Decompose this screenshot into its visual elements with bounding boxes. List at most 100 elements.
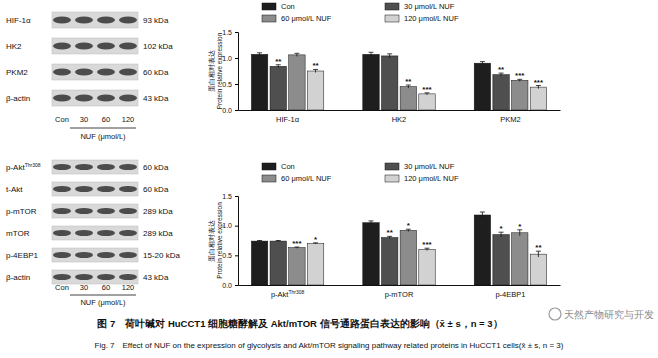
figure: HIF-1α93 kDaHK2102 kDaPKM260 kDaβ-actin4… [0, 0, 658, 358]
error-bar [257, 241, 262, 242]
error-bar-cap [369, 220, 374, 221]
protein-label: β-actin [6, 273, 30, 282]
significance-label: *** [422, 240, 432, 249]
y-axis-line [235, 197, 239, 286]
y-tick-mark [235, 255, 238, 256]
protein-label: β-actin [6, 94, 30, 103]
y-axis: 0.00.51.01.5 [222, 193, 238, 289]
bar [512, 80, 528, 110]
error-bar [257, 53, 262, 56]
bar [474, 63, 490, 110]
protein-size: 102 kDa [143, 42, 173, 51]
legend-swatch [262, 175, 276, 182]
caption-en: Fig. 7 Effect of NUF on the expression o… [95, 341, 564, 350]
bar [400, 230, 416, 285]
significance-label: *** [534, 78, 544, 87]
error-bar-stem [259, 53, 260, 56]
y-tick: 1.5 [222, 29, 238, 36]
legend-swatch [385, 175, 399, 182]
bar [493, 235, 509, 285]
legend-label: 60 μmol/L NUF [281, 14, 332, 23]
blot-band [75, 186, 93, 192]
blot-band [119, 16, 137, 23]
watermark-icon [549, 308, 561, 320]
protein-label: PKM2 [6, 68, 28, 77]
y-tick: 0.5 [222, 81, 238, 88]
significance-label: ** [405, 77, 412, 86]
watermark-text: 天然产物研究与开发 [564, 309, 654, 320]
x-tick: p-4EBP1 [495, 285, 525, 299]
x-tick-label: PKM2 [500, 115, 520, 124]
blot-band [75, 252, 93, 258]
y-tick: 0.5 [222, 252, 238, 259]
bar [400, 87, 416, 110]
significance-label: * [314, 235, 318, 244]
y-tick-label: 0.0 [222, 282, 232, 289]
y-tick-label: 1.0 [222, 222, 232, 229]
bar [363, 54, 379, 110]
lane-label: 30 [80, 115, 88, 124]
x-tick: p-AktThr308 [271, 285, 305, 299]
significance-label: * [407, 221, 411, 230]
blot-strip [52, 160, 138, 174]
significance-label: * [500, 224, 504, 233]
y-tick-mark [235, 196, 238, 197]
bar-chart: 0.00.51.01.5p-AktThr308p-mTORp-4EBP1蛋白相对… [208, 162, 561, 299]
blot-band [97, 68, 115, 75]
error-bar-cap [294, 53, 299, 54]
plot-area [251, 52, 546, 110]
y-tick-mark [235, 84, 238, 85]
y-tick-mark [235, 110, 238, 111]
western-blot: p-AktThr30860 kDat-Akt60 kDap-mTOR289 kD… [6, 160, 180, 307]
significance-label: ** [535, 243, 542, 252]
protein-name: HK2 [6, 42, 22, 51]
blot-band [119, 164, 137, 170]
protein-label: p-AktThr308 [6, 162, 41, 172]
blot-strip [52, 248, 138, 262]
y-axis-line [235, 33, 239, 111]
y-tick-label: 1.5 [222, 29, 232, 36]
significance-label: *** [515, 71, 525, 80]
blot-band [53, 164, 71, 170]
y-axis: 0.00.51.01.5 [222, 29, 238, 114]
x-tick: HK2 [392, 110, 407, 124]
significance-label: *** [422, 85, 432, 94]
blot-band [97, 94, 115, 101]
protein-name: PKM2 [6, 68, 28, 77]
western-blot: HIF-1α93 kDaHK2102 kDaPKM260 kDaβ-actin4… [6, 12, 173, 141]
legend-label: 30 μmol/L NUF [404, 2, 455, 11]
x-tick-label: HK2 [392, 115, 407, 124]
blot-band [97, 230, 115, 236]
lane-label: 60 [102, 115, 110, 124]
blot-band [53, 230, 71, 236]
watermark: 天然产物研究与开发 [549, 308, 654, 320]
protein-size: 60 kDa [143, 185, 169, 194]
blot-band [75, 230, 93, 236]
significance-label: ** [312, 61, 319, 70]
y-tick-label: 0.5 [222, 252, 232, 259]
bar [493, 75, 509, 110]
error-bar [387, 54, 392, 58]
blot-band [53, 94, 71, 101]
blot-band [97, 164, 115, 170]
blot-band [119, 230, 137, 236]
significance-label: * [518, 222, 522, 231]
legend-swatch [385, 3, 399, 10]
error-bar-stem [389, 54, 390, 58]
error-bar [480, 62, 485, 65]
y-tick-mark [235, 32, 238, 33]
x-tick: p-mTOR [385, 285, 414, 299]
blot-band [53, 186, 71, 192]
y-tick: 1.0 [222, 55, 238, 62]
bar [307, 71, 323, 110]
protein-size: 60 kDa [143, 163, 169, 172]
blot-band [97, 16, 115, 23]
treatment-line [70, 128, 136, 129]
blot-band [53, 208, 71, 214]
error-bar-stem [482, 62, 483, 65]
bar [381, 238, 397, 285]
error-bar-cap [369, 52, 374, 53]
treatment-label: NUF (μmol/L) [80, 132, 126, 141]
x-axis-line [239, 110, 561, 111]
lane-label: 120 [122, 283, 135, 292]
